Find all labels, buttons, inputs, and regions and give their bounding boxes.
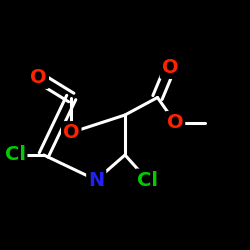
Text: Cl: Cl — [4, 146, 25, 165]
Text: O: O — [30, 68, 47, 87]
Text: O: O — [167, 113, 183, 132]
Text: O: O — [63, 123, 80, 142]
Text: N: N — [88, 170, 104, 190]
Text: Cl: Cl — [137, 170, 158, 190]
Text: O: O — [162, 58, 178, 77]
